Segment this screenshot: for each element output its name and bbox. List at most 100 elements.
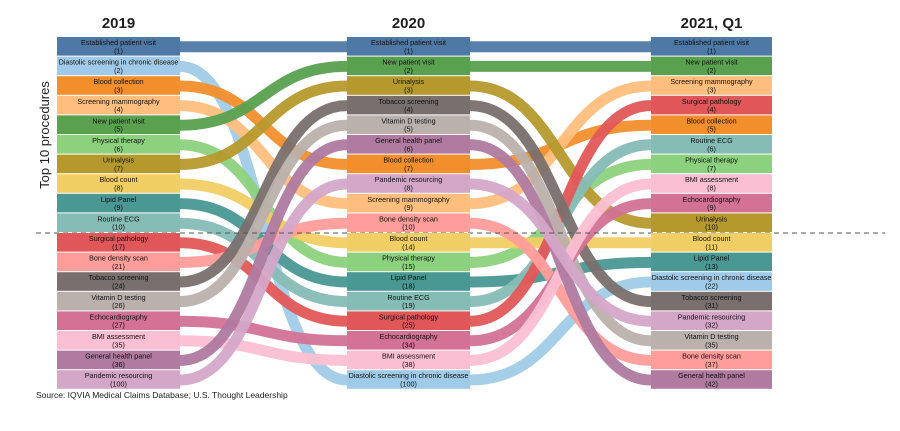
block-general-health-panel-1: General health panel(6) bbox=[347, 135, 470, 154]
block-rect bbox=[57, 350, 180, 370]
block-rect bbox=[57, 291, 180, 311]
block-rank: (6) bbox=[707, 144, 716, 153]
block-rect bbox=[651, 115, 772, 134]
block-rank: (5) bbox=[114, 125, 123, 134]
block-screening-mammography-2: Screening mammography(3) bbox=[651, 76, 772, 95]
block-bone-density-scan-1: Bone density scan(10) bbox=[347, 213, 470, 232]
block-blood-collection-0: Blood collection(3) bbox=[57, 76, 180, 95]
block-label: Screening mammography bbox=[367, 195, 450, 204]
block-label: Echocardiography bbox=[683, 195, 741, 204]
block-rank: (11) bbox=[705, 242, 717, 251]
block-rank: (34) bbox=[402, 340, 415, 349]
block-surgical-pathology-0: Surgical pathology(17) bbox=[57, 233, 180, 252]
block-rect bbox=[347, 350, 470, 370]
block-rect bbox=[651, 37, 772, 56]
block-blood-collection-2: Blood collection(5) bbox=[651, 115, 772, 134]
block-rank: (6) bbox=[114, 144, 123, 153]
block-rank: (15) bbox=[402, 262, 415, 271]
block-rect bbox=[651, 135, 772, 154]
block-label: Bone density scan bbox=[379, 214, 438, 223]
block-pandemic-resourcing-0: Pandemic resourcing(100) bbox=[57, 370, 180, 389]
block-label: Established patient visit bbox=[81, 38, 156, 47]
block-rect bbox=[651, 331, 772, 350]
block-label: Routine ECG bbox=[97, 214, 140, 223]
column-title-2: 2021, Q1 bbox=[681, 15, 743, 32]
block-tobacco-screening-1: Tobacco screening(4) bbox=[347, 95, 470, 115]
block-surgical-pathology-2: Surgical pathology(4) bbox=[651, 95, 772, 115]
block-rank: (3) bbox=[404, 86, 413, 95]
ribbon-urinalysis-0 bbox=[179, 80, 348, 170]
block-rank: (4) bbox=[114, 105, 123, 114]
block-rect bbox=[57, 331, 180, 350]
block-rank: (4) bbox=[707, 105, 716, 114]
block-echocardiography-1: Echocardiography(34) bbox=[347, 331, 470, 350]
block-rank: (19) bbox=[402, 301, 415, 310]
block-rect bbox=[57, 233, 180, 252]
ribbon-echocardiography-0 bbox=[179, 315, 348, 347]
block-label: Physical therapy bbox=[685, 156, 738, 165]
block-rect bbox=[57, 56, 180, 76]
block-rect bbox=[347, 154, 470, 174]
block-rank: (100) bbox=[400, 380, 417, 389]
block-established-patient-visit-0: Established patient visit(1) bbox=[57, 37, 180, 56]
block-screening-mammography-0: Screening mammography(4) bbox=[57, 95, 180, 115]
block-rect bbox=[57, 370, 180, 389]
block-rank: (5) bbox=[404, 125, 413, 134]
block-label: New patient visit bbox=[382, 58, 434, 67]
block-rect bbox=[347, 135, 470, 154]
block-blood-collection-1: Blood collection(7) bbox=[347, 154, 470, 174]
block-rect bbox=[57, 76, 180, 95]
block-urinalysis-2: Urinalysis(10) bbox=[651, 213, 772, 232]
block-label: Established patient visit bbox=[371, 38, 446, 47]
block-rect bbox=[651, 272, 772, 291]
ribbon-new-patient-visit-0 bbox=[179, 60, 348, 131]
block-label: Blood collection bbox=[383, 156, 433, 165]
block-bmi-assessment-1: BMI assessment(38) bbox=[347, 350, 470, 370]
block-rect bbox=[347, 76, 470, 95]
block-rank: (26) bbox=[112, 301, 125, 310]
block-label: Tobacco screening bbox=[89, 273, 149, 282]
block-rect bbox=[651, 56, 772, 76]
block-label: BMI assessment bbox=[685, 175, 738, 184]
block-rect bbox=[347, 311, 470, 330]
block-label: Diastolic screening in chronic disease bbox=[652, 273, 772, 282]
block-label: Blood collection bbox=[93, 77, 143, 86]
block-established-patient-visit-2: Established patient visit(1) bbox=[651, 37, 772, 56]
block-rect bbox=[57, 37, 180, 56]
block-physical-therapy-0: Physical therapy(6) bbox=[57, 135, 180, 154]
block-physical-therapy-2: Physical therapy(7) bbox=[651, 154, 772, 174]
block-rank: (2) bbox=[404, 66, 413, 75]
block-label: Bone density scan bbox=[89, 254, 148, 263]
block-rank: (9) bbox=[404, 203, 413, 212]
block-rect bbox=[651, 154, 772, 174]
block-new-patient-visit-1: New patient visit(2) bbox=[347, 56, 470, 76]
block-label: Urinalysis bbox=[393, 77, 425, 86]
block-lipid-panel-1: Lipid Panel(18) bbox=[347, 272, 470, 291]
block-rank: (100) bbox=[110, 380, 127, 389]
block-rank: (2) bbox=[707, 66, 716, 75]
block-urinalysis-1: Urinalysis(3) bbox=[347, 76, 470, 95]
block-label: Screening mammography bbox=[77, 97, 160, 106]
block-rank: (17) bbox=[112, 242, 125, 251]
block-rect bbox=[347, 95, 470, 115]
block-rect bbox=[347, 56, 470, 76]
block-rank: (32) bbox=[705, 321, 718, 330]
block-label: Urinalysis bbox=[696, 214, 728, 223]
block-lipid-panel-2: Lipid Panel(13) bbox=[651, 252, 772, 272]
block-bone-density-scan-0: Bone density scan(21) bbox=[57, 252, 180, 272]
block-label: Surgical pathology bbox=[682, 97, 742, 106]
block-rank: (37) bbox=[705, 360, 718, 369]
block-rect bbox=[57, 115, 180, 134]
block-rect bbox=[651, 193, 772, 213]
block-label: Tobacco screening bbox=[379, 97, 439, 106]
block-rect bbox=[347, 291, 470, 311]
block-rect bbox=[57, 95, 180, 115]
block-surgical-pathology-1: Surgical pathology(25) bbox=[347, 311, 470, 330]
block-label: Screening mammography bbox=[670, 77, 753, 86]
block-rank: (8) bbox=[707, 184, 716, 193]
block-rank: (2) bbox=[114, 66, 123, 75]
block-routine-ecg-2: Routine ECG(6) bbox=[651, 135, 772, 154]
block-established-patient-visit-1: Established patient visit(1) bbox=[347, 37, 470, 56]
block-general-health-panel-0: General health panel(36) bbox=[57, 350, 180, 370]
column-title-0: 2019 bbox=[102, 15, 135, 32]
